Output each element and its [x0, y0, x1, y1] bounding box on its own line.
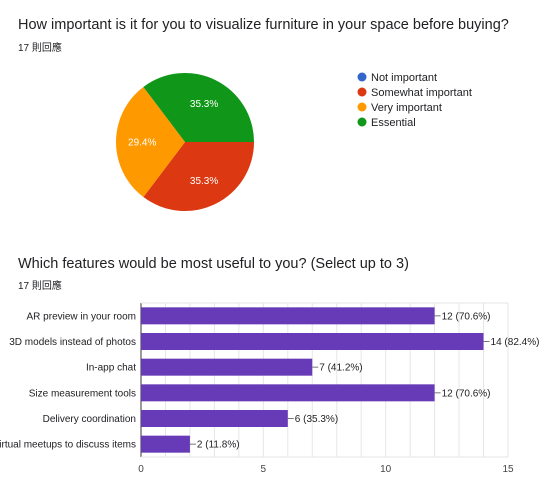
x-tick-label: 15: [502, 464, 514, 475]
pie-slice-somewhat-important: [143, 142, 254, 212]
data-label: 7 (41.2%): [319, 363, 362, 374]
data-label: 12 (70.6%): [442, 388, 491, 399]
x-tick-label: 10: [380, 464, 392, 475]
data-label: 12 (70.6%): [442, 311, 491, 322]
bar: [141, 410, 288, 427]
bar: [141, 333, 484, 350]
legend-label-somewhat-important: Somewhat important: [371, 87, 472, 99]
question-2-response-count: 17 則回應: [18, 281, 62, 292]
legend-marker-somewhat-important: [357, 87, 367, 97]
question-2-title: Which features would be most useful to y…: [18, 256, 409, 272]
category-label: Size measurement tools: [29, 388, 136, 399]
bar: [141, 358, 313, 376]
legend-marker-not-important: [357, 72, 367, 82]
category-label: AR preview in your room: [27, 311, 136, 322]
legend-marker-essential: [357, 117, 367, 127]
x-tick-label: 5: [261, 464, 267, 475]
data-label: 6 (35.3%): [295, 414, 338, 425]
legend-marker-very-important: [357, 102, 367, 112]
bar: [141, 307, 435, 325]
category-label: Delivery coordination: [43, 414, 136, 425]
legend-label-essential: Essential: [371, 117, 416, 129]
data-label: 14 (82.4%): [491, 337, 540, 348]
x-tick-label: 0: [138, 464, 144, 475]
category-label: 3D models instead of photos: [9, 337, 136, 348]
pie-slice-very-important: [115, 86, 185, 198]
category-label: Virtual meetups to discuss items: [0, 440, 136, 451]
legend-label-very-important: Very important: [371, 102, 442, 114]
pie-label-essential: 35.3%: [190, 99, 218, 110]
pie-slice-essential: [143, 72, 254, 142]
bar: [141, 384, 435, 402]
question-1-response-count: 17 則回應: [18, 43, 62, 54]
pie-label-very-important: 29.4%: [128, 138, 156, 149]
bar: [141, 435, 190, 453]
category-label: In-app chat: [86, 363, 136, 374]
question-1-title: How important is it for you to visualize…: [18, 17, 509, 33]
legend-label-not-important: Not important: [371, 72, 437, 84]
data-label: 2 (11.8%): [197, 440, 240, 451]
pie-label-somewhat-important: 35.3%: [190, 176, 218, 187]
